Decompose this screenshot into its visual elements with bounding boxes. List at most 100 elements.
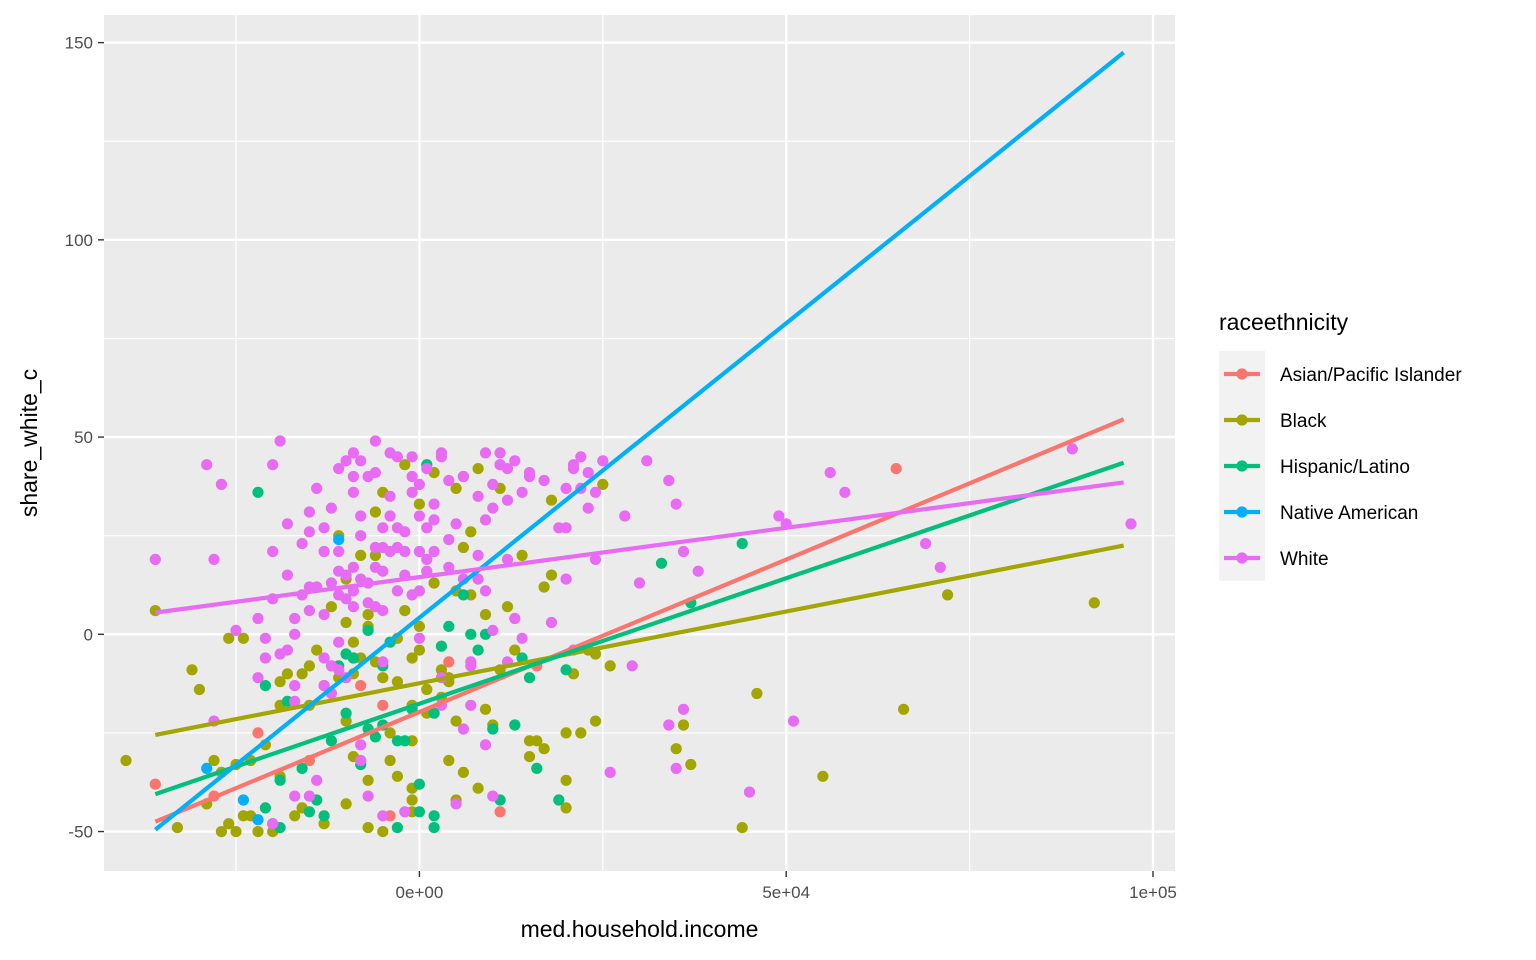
data-point — [259, 632, 271, 644]
data-point — [391, 676, 403, 688]
data-point — [318, 818, 330, 830]
data-point — [839, 486, 851, 498]
data-point — [472, 490, 484, 502]
data-point — [369, 435, 381, 447]
data-point — [465, 660, 477, 672]
data-point — [201, 459, 213, 471]
fit-line — [154, 417, 1125, 824]
data-point — [325, 601, 337, 613]
data-point — [311, 644, 323, 656]
data-point — [472, 644, 484, 656]
data-point — [443, 561, 455, 573]
y-axis: -50 0 50 100 150 — [65, 34, 104, 842]
data-point — [318, 652, 330, 664]
data-point — [355, 455, 367, 467]
legend-item: Black — [1224, 411, 1327, 432]
data-point — [538, 474, 550, 487]
data-point — [355, 510, 367, 522]
data-point — [421, 553, 433, 566]
data-point — [252, 826, 264, 838]
data-point — [435, 640, 447, 652]
data-point — [377, 810, 389, 822]
data-point — [377, 656, 389, 668]
data-point — [215, 478, 227, 490]
data-point — [303, 660, 315, 672]
data-point — [406, 451, 418, 463]
data-point — [751, 687, 763, 700]
y-tick-label: 150 — [65, 34, 93, 53]
data-point — [274, 774, 286, 786]
data-point — [296, 668, 308, 680]
data-point — [428, 810, 440, 822]
data-point — [509, 719, 521, 731]
data-point — [597, 478, 609, 490]
data-point — [560, 522, 572, 534]
data-point — [325, 577, 337, 589]
data-point — [421, 522, 433, 534]
data-point — [369, 506, 381, 518]
data-point — [399, 526, 411, 538]
data-point — [523, 672, 536, 684]
minor-gridlines — [104, 15, 1175, 871]
data-point — [545, 569, 558, 581]
data-point — [362, 822, 374, 834]
data-point — [347, 470, 359, 483]
data-point — [340, 616, 352, 629]
data-point — [391, 451, 403, 463]
data-point — [369, 731, 381, 743]
data-point — [413, 778, 425, 790]
data-point — [817, 770, 829, 782]
data-point — [303, 806, 315, 818]
data-point — [421, 683, 433, 696]
data-point — [538, 743, 550, 755]
data-point — [223, 818, 235, 830]
legend-item: Asian/Pacific Islander — [1224, 365, 1462, 386]
data-point — [494, 447, 506, 459]
data-point — [399, 735, 411, 747]
data-point — [641, 455, 653, 467]
data-point — [347, 652, 359, 664]
y-tick-label: 50 — [74, 428, 93, 447]
data-point — [289, 695, 301, 708]
data-point — [560, 482, 572, 494]
legend-key-point — [1236, 506, 1248, 518]
data-point — [362, 774, 374, 786]
data-point — [384, 727, 396, 739]
data-point — [670, 743, 682, 755]
data-point — [479, 447, 492, 459]
data-point — [670, 498, 682, 510]
data-point — [325, 502, 337, 514]
x-tick-label: 5e+04 — [762, 883, 810, 902]
data-point — [523, 751, 536, 763]
data-point — [509, 455, 521, 467]
data-point — [208, 553, 220, 566]
data-point — [347, 486, 359, 498]
data-point — [479, 514, 492, 526]
data-point — [589, 553, 602, 566]
data-point — [406, 470, 418, 483]
data-point — [575, 727, 587, 739]
data-point — [377, 605, 389, 617]
data-point — [501, 601, 514, 613]
data-point — [509, 612, 521, 625]
data-point — [413, 498, 425, 510]
data-point — [443, 754, 455, 767]
data-point — [208, 754, 220, 767]
data-point — [560, 802, 572, 814]
data-point — [655, 557, 668, 569]
data-point — [457, 470, 469, 483]
data-point — [479, 739, 492, 751]
data-point — [685, 758, 697, 771]
data-point — [553, 794, 565, 806]
data-point — [736, 822, 748, 834]
data-point — [223, 632, 235, 644]
x-tick-label: 1e+05 — [1129, 883, 1177, 902]
data-point — [413, 644, 425, 656]
data-point — [289, 628, 301, 640]
data-point — [604, 660, 616, 672]
data-point — [289, 612, 301, 625]
data-point — [582, 502, 594, 514]
legend-label: Black — [1280, 411, 1327, 432]
data-point — [413, 620, 425, 633]
fit-line — [155, 480, 1124, 615]
